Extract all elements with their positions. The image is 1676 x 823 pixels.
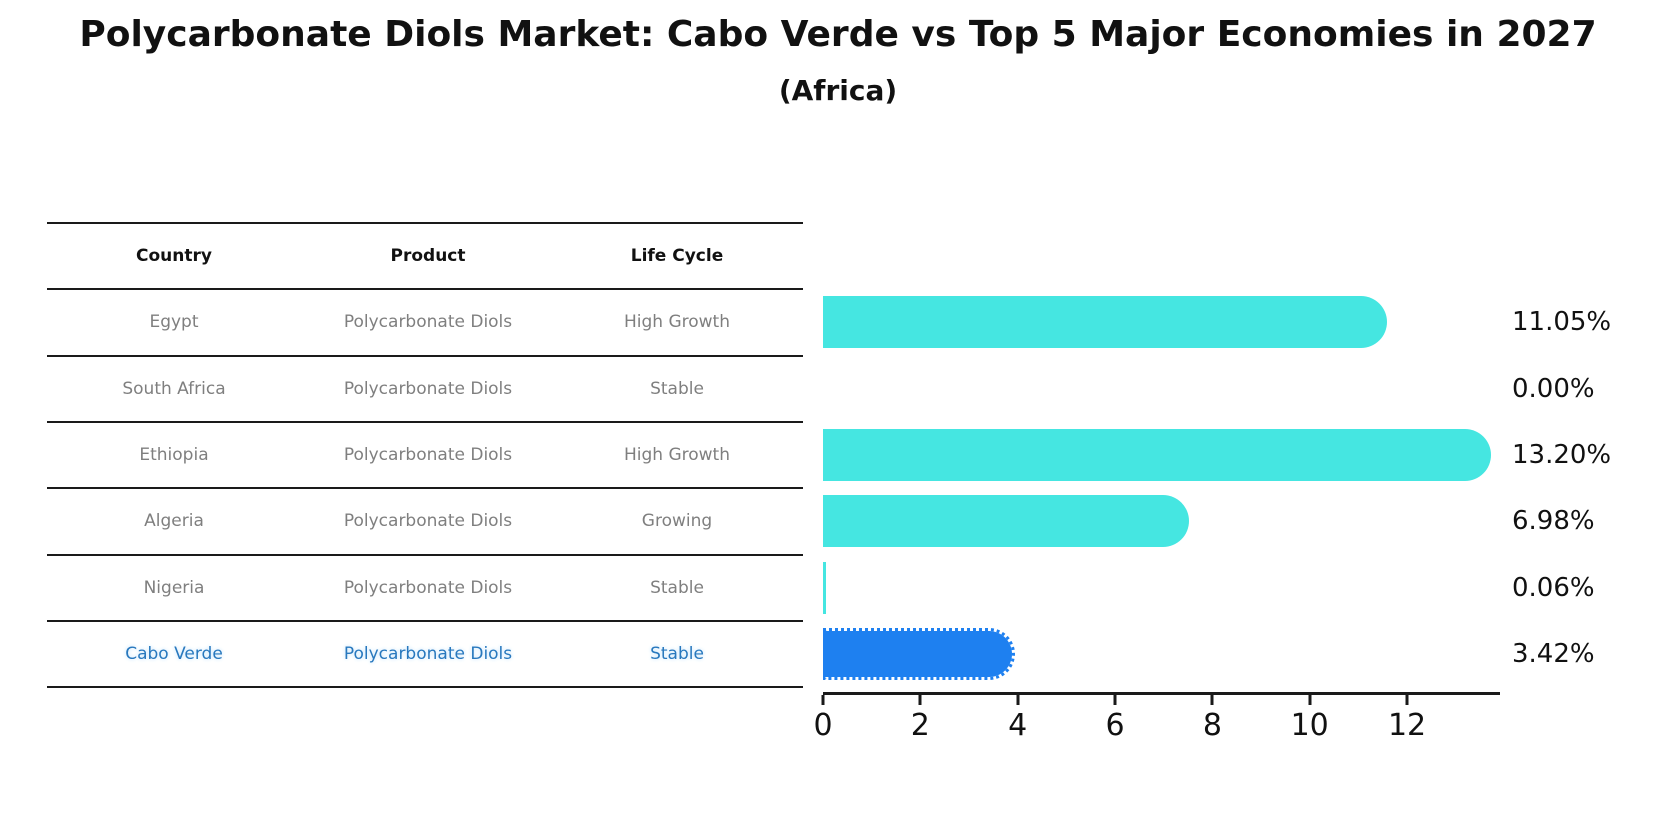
x-axis-tick	[1210, 695, 1214, 705]
value-label: 11.05%	[1512, 307, 1612, 338]
cell-country: Nigeria	[143, 577, 205, 598]
x-axis-tick	[1405, 695, 1409, 705]
cell-life-cycle: Stable	[650, 643, 704, 664]
cell-country: Algeria	[144, 511, 204, 532]
table-rule	[47, 288, 803, 291]
x-axis-tick	[918, 695, 922, 705]
cell-life-cycle: High Growth	[623, 445, 731, 466]
value-label: 0.00%	[1512, 373, 1595, 404]
table-rule	[47, 354, 803, 357]
table-rule	[47, 487, 803, 490]
x-axis-tick-label: 10	[1290, 708, 1329, 743]
cell-life-cycle: High Growth	[623, 312, 731, 333]
bar-nigeria	[823, 561, 826, 614]
bar-algeria	[823, 495, 1189, 548]
value-label: 6.98%	[1512, 506, 1595, 537]
x-axis-tick	[1308, 695, 1312, 705]
x-axis-tick	[1113, 695, 1117, 705]
table-rule	[47, 619, 803, 622]
column-header-life-cycle: Life Cycle	[630, 246, 724, 267]
value-label: 3.42%	[1512, 638, 1595, 669]
chart-subtitle: (Africa)	[778, 74, 898, 107]
x-axis-tick-label: 12	[1387, 708, 1427, 743]
cell-country: Cabo Verde	[125, 643, 223, 664]
bar-egypt	[823, 296, 1387, 349]
x-axis-tick-label: 2	[910, 708, 930, 743]
cell-country: Ethiopia	[139, 445, 209, 466]
cell-product: Polycarbonate Diols	[343, 378, 513, 399]
x-axis-tick	[821, 695, 825, 705]
x-axis-tick-label: 4	[1008, 708, 1028, 743]
table-rule	[47, 553, 803, 556]
x-axis-tick-label: 6	[1105, 708, 1125, 743]
chart-title: Polycarbonate Diols Market: Cabo Verde v…	[79, 14, 1597, 55]
table-rule	[47, 686, 803, 689]
x-axis-tick-label: 8	[1202, 708, 1222, 743]
cell-country: South Africa	[122, 378, 226, 399]
cell-life-cycle: Stable	[650, 378, 704, 399]
bar-ethiopia	[823, 429, 1492, 482]
cell-product: Polycarbonate Diols	[343, 643, 513, 664]
cell-product: Polycarbonate Diols	[343, 511, 513, 532]
cell-country: Egypt	[149, 312, 199, 333]
cell-life-cycle: Stable	[650, 577, 704, 598]
bar-highlight-cabo-verde	[823, 627, 1016, 680]
cell-product: Polycarbonate Diols	[343, 577, 513, 598]
value-label: 13.20%	[1512, 440, 1612, 471]
x-axis-line	[823, 692, 1500, 695]
table-rule	[47, 222, 803, 224]
column-header-country: Country	[136, 246, 212, 267]
cell-life-cycle: Growing	[641, 511, 713, 532]
cell-product: Polycarbonate Diols	[343, 312, 513, 333]
table-rule	[47, 420, 803, 423]
cell-product: Polycarbonate Diols	[343, 445, 513, 466]
x-axis-tick-label: 0	[813, 708, 833, 743]
value-label: 0.06%	[1512, 572, 1595, 603]
column-header-product: Product	[390, 246, 466, 267]
x-axis-tick	[1016, 695, 1020, 705]
